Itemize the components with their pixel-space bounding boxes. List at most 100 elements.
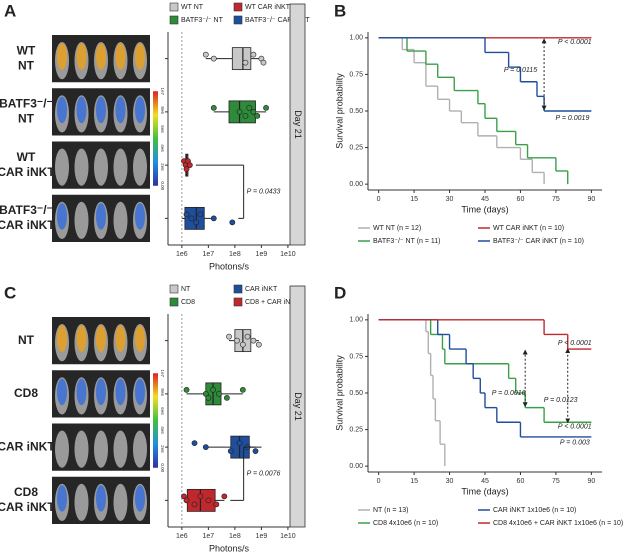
legend-label: NT (n = 13) [373,507,408,514]
colorbar-label: 1e7 [160,369,165,377]
legend-swatch [169,284,179,294]
colorbar-label: 1e7 [160,87,165,95]
point [246,104,253,111]
row-label: CAR iNKT [0,439,55,453]
mouse [74,148,89,186]
panel-letter: D [334,283,346,302]
y-tick-label: 0.00 [349,181,363,188]
signal [115,378,126,406]
y-tick-label: 0.50 [349,108,363,115]
signal [135,203,145,230]
point [260,59,267,66]
p-value: P < 0.0001 [558,423,592,430]
signal [115,325,126,352]
x-tick-label: 45 [481,196,489,203]
strip [289,285,306,528]
point [197,493,204,500]
colorbar-label: 0.00 [160,463,165,472]
legend-label: CD8 4x10e6 + CAR iNKT 1x10e6 (n = 10) [493,520,623,527]
point [183,497,190,504]
legend-label: BATF3⁻/⁻ CAR iNKT (n = 10) [493,238,584,245]
x-axis-label: Photons/s [209,261,250,271]
point [252,448,259,455]
point [242,112,249,119]
point [183,386,190,393]
point [221,493,228,500]
point [263,104,269,111]
p-value: P < 0.0001 [558,340,592,347]
p-value: P < 0.0001 [558,39,592,46]
signal [115,43,126,70]
x-tick-label: 75 [552,478,560,485]
y-tick-label: 1.00 [349,317,363,324]
x-tick-label: 30 [446,196,454,203]
colorbar [153,91,158,186]
legend-swatch [169,297,179,307]
x-tick-label: 1e9 [256,533,268,540]
panel-letter: A [4,1,16,20]
x-tick-label: 15 [410,196,418,203]
legend-label: CAR iNKT [245,286,278,293]
p-value: P = 0.003 [560,440,590,447]
y-tick-label: 0.25 [349,426,363,433]
legend-label: WT CAR iNKT (n = 10) [493,225,564,232]
signal [57,378,67,406]
row-label: BATF3⁻/⁻ [0,203,53,217]
x-axis-label: Time (days) [461,486,508,496]
signal [76,96,87,124]
point [254,112,261,119]
row-label: NT [18,112,35,126]
mouse [55,430,69,468]
x-tick-label: 15 [410,478,418,485]
row-label: CD8 [14,386,38,400]
point [236,440,243,447]
point [236,108,243,115]
signal [135,325,145,352]
signal [135,43,145,70]
x-tick-label: 1e10 [280,533,296,540]
x-tick-label: 1e6 [176,251,188,258]
row-label: BATF3⁻/⁻ [0,97,53,111]
x-tick-label: 1e10 [280,251,296,258]
x-tick-label: 1e7 [203,251,215,258]
legend-swatch [233,15,243,25]
point [205,394,212,401]
point [255,341,262,348]
p-value: P = 0.0433 [247,189,281,196]
point [183,211,190,218]
point [197,211,204,218]
point [227,448,234,455]
panel-letter: C [4,283,16,302]
point [202,444,209,451]
signal [57,485,67,512]
mouse [74,430,89,468]
legend-swatch [233,2,243,12]
x-tick-label: 45 [481,478,489,485]
point [191,440,198,447]
point [205,497,212,504]
x-tick-label: 75 [552,196,560,203]
panel-letter: B [334,1,346,20]
colorbar-label: 0.00 [160,181,165,190]
strip [289,3,306,246]
colorbar-label: 6e6 [160,125,165,133]
point [250,108,257,115]
legend-label: WT NT [181,4,204,11]
row-label: NT [18,333,35,347]
x-axis-label: Photons/s [209,543,250,553]
signal [135,485,145,512]
row-label: WT [17,43,36,57]
signal [57,203,67,230]
point [202,390,209,397]
x-axis-label: Time (days) [461,204,508,214]
box [231,47,252,71]
x-tick-label: 60 [517,478,525,485]
strip-label: Day 21 [293,392,303,421]
point [226,333,232,340]
point [250,51,257,58]
signal [57,96,67,124]
y-tick-label: 0.75 [349,71,363,78]
point [250,337,257,344]
mouse [113,201,128,239]
